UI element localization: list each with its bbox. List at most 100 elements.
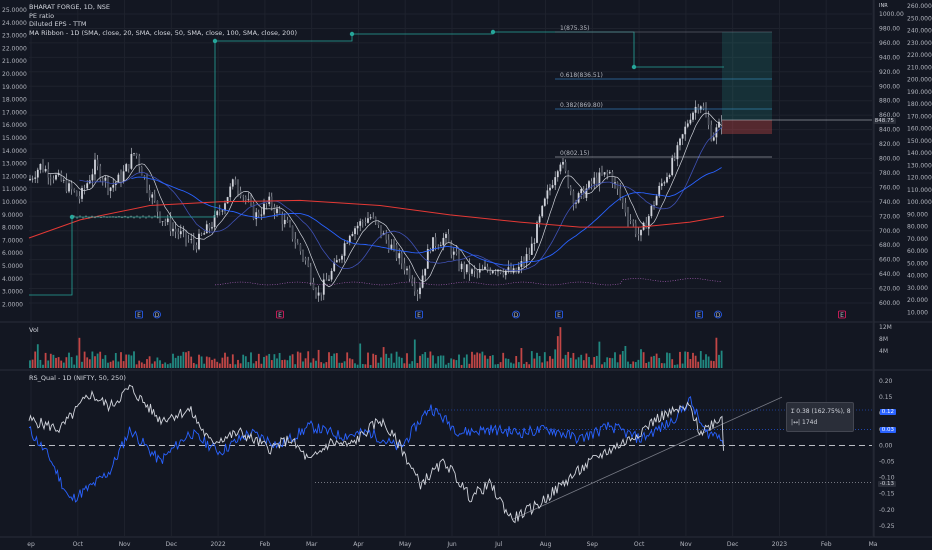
dot-marker: [139, 217, 141, 219]
tooltip-line-2: |↔| 174d: [791, 419, 818, 426]
ma-200-line: [28, 199, 725, 239]
event-marker-label: D: [514, 312, 519, 319]
left-axis-tick: 19.0000: [2, 84, 27, 91]
volume-bar: [510, 362, 512, 368]
volume-bar: [55, 357, 57, 368]
volume-bar: [585, 353, 588, 368]
event-marker: [153, 310, 161, 319]
volume-axis-tick: 8M: [879, 336, 888, 343]
dot-marker: [118, 216, 120, 218]
volume-bar: [471, 351, 473, 368]
volume-bar: [619, 354, 622, 368]
volume-bar: [281, 360, 284, 368]
candle-body: [627, 212, 629, 221]
candle-body: [361, 221, 364, 222]
x-axis-label: Nov: [119, 541, 131, 548]
volume-bar: [127, 354, 130, 368]
candle-body: [177, 231, 180, 235]
volume-bar: [588, 356, 590, 368]
volume-label[interactable]: Vol: [29, 326, 39, 334]
candle-body: [463, 263, 466, 273]
volume-bar: [608, 357, 611, 368]
volume-bar: [655, 353, 658, 368]
candle-body: [400, 253, 403, 264]
volume-bar: [156, 357, 159, 368]
trend-line: [511, 396, 783, 520]
dot-marker: [88, 217, 90, 219]
volume-bar: [601, 364, 603, 368]
left-axis-tick: 11.0000: [2, 186, 27, 193]
candle-body: [647, 216, 650, 229]
candle-body: [653, 205, 655, 206]
pe-axis-tick: 140.000: [907, 150, 932, 157]
price-pane: 1(875.35) 0.618(836.51) 0.382(869.80) 0(802…: [28, 25, 872, 319]
rs-label[interactable]: RS_Qual - 1D (NIFTY, 50, 250): [29, 374, 126, 382]
volume-bar: [411, 361, 414, 368]
volume-bar: [91, 351, 94, 368]
candle-body: [692, 112, 694, 120]
volume-bar: [231, 354, 234, 368]
left-axis-tick: 20.0000: [2, 71, 27, 78]
left-axis-tick: 7.0000: [2, 237, 23, 244]
dot-marker: [91, 215, 93, 217]
candle-body: [543, 198, 546, 206]
volume-bar: [185, 352, 187, 368]
candle-body: [640, 229, 642, 236]
volume-bar: [117, 361, 120, 368]
volume-bar: [705, 354, 707, 368]
candle-body: [135, 153, 138, 157]
volume-bar: [530, 351, 533, 368]
indicator-eps[interactable]: Diluted EPS - TTM: [29, 20, 87, 29]
volume-bar: [627, 361, 629, 368]
candle-body: [221, 210, 224, 212]
volume-bar: [294, 364, 297, 368]
left-axis-tick: 10.0000: [2, 199, 27, 206]
volume-bar: [302, 361, 304, 368]
volume-bar: [317, 349, 320, 368]
symbol-title[interactable]: BHARAT FORGE, 1D, NSE: [29, 3, 111, 11]
x-axis-label: Oct: [634, 541, 645, 548]
volume-bar: [702, 359, 705, 368]
candle-body: [590, 181, 593, 184]
volume-bar: [385, 353, 388, 368]
volume-bar: [161, 363, 164, 368]
range-icon: |↔|: [791, 419, 801, 426]
candle-body: [356, 225, 359, 229]
volume-bar: [478, 353, 481, 368]
volume-bar: [504, 358, 507, 368]
candle-body: [244, 197, 247, 200]
candle-body: [478, 269, 481, 273]
x-axis-label: Sep: [587, 541, 599, 548]
dot-marker: [133, 217, 135, 219]
candle-body: [247, 199, 250, 200]
volume-bar: [62, 362, 65, 368]
volume-bar: [229, 363, 232, 368]
price-axis-tick: 940.00: [879, 54, 900, 61]
candle-body: [198, 233, 200, 250]
candle-body: [216, 211, 219, 216]
candle-body: [42, 163, 44, 172]
candle-body: [523, 261, 525, 263]
candle-body: [460, 263, 463, 270]
price-axis-tick: 720.00: [879, 213, 900, 220]
candle-body: [299, 244, 302, 252]
candle-body: [260, 214, 263, 216]
candle-body: [224, 203, 226, 211]
volume-bar: [460, 364, 463, 368]
dot-marker: [115, 216, 117, 218]
pe-axis-tick: 220.000: [907, 52, 932, 59]
volume-bar: [211, 359, 213, 368]
candle-body: [252, 203, 255, 220]
volume-bar: [395, 351, 398, 368]
indicator-pe[interactable]: PE ratio: [29, 11, 55, 20]
volume-bar: [198, 354, 200, 368]
volume-bar: [658, 357, 661, 368]
candle-body: [283, 219, 286, 225]
left-axis-tick: 15.0000: [2, 135, 27, 142]
candle-body: [307, 260, 310, 267]
candle-body: [411, 278, 414, 285]
indicator-ma-ribbon[interactable]: MA Ribbon - 1D (SMA, close, 20, SMA, clo…: [29, 28, 298, 37]
event-marker: [276, 310, 284, 319]
price-axis-tick: 700.00: [879, 228, 900, 235]
